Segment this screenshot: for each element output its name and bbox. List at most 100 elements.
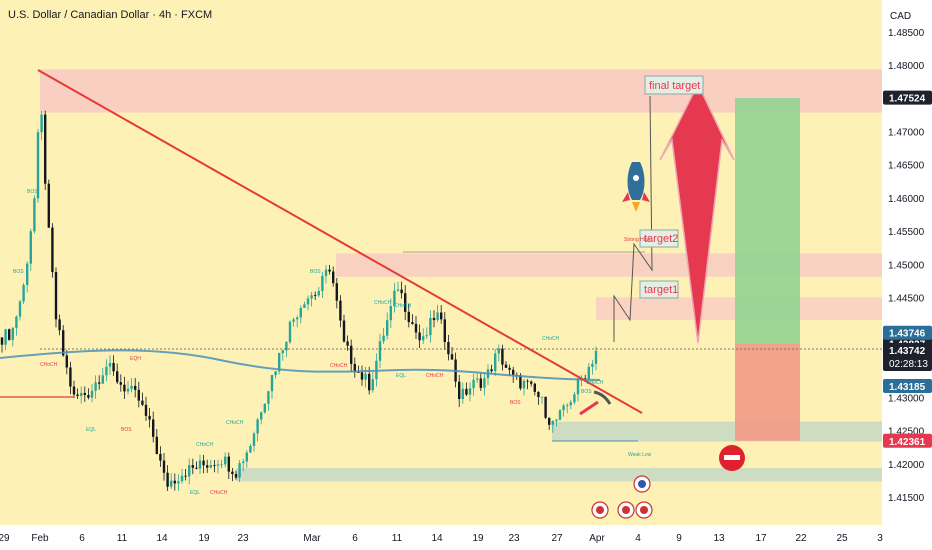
structure-label: BOS xyxy=(13,269,24,275)
candle-body xyxy=(126,388,130,392)
price-label-text: 1.43742 xyxy=(889,346,926,357)
structure-label: BOS xyxy=(510,400,521,406)
structure-label: EQL xyxy=(190,490,200,496)
time-tick-label: 23 xyxy=(508,533,520,544)
time-tick-label: 17 xyxy=(755,533,767,544)
candle-body xyxy=(350,345,353,364)
structure-label: CHoCH xyxy=(374,300,392,306)
candle-body xyxy=(285,342,288,351)
candle-body xyxy=(195,467,198,469)
candle-body xyxy=(591,363,594,367)
candle-body xyxy=(288,321,292,343)
candle-body xyxy=(198,460,202,469)
candle-body xyxy=(184,475,187,477)
candle-body xyxy=(353,363,356,373)
candle-body xyxy=(317,291,320,296)
candle-body xyxy=(504,364,508,368)
time-tick-label: 11 xyxy=(392,533,403,544)
candle-body xyxy=(422,336,425,341)
candle-body xyxy=(234,474,238,478)
candle-body xyxy=(166,472,169,487)
time-tick-label: 6 xyxy=(79,533,85,544)
candle-body xyxy=(299,307,302,318)
candle-body xyxy=(87,395,90,398)
candle-body xyxy=(558,410,562,420)
candle-body xyxy=(72,386,76,395)
countdown-text: 02:28:13 xyxy=(889,359,928,370)
candle-body xyxy=(440,312,443,320)
target1-label: target1 xyxy=(644,284,678,296)
candle-body xyxy=(94,382,97,391)
weak-low-label: Weak Low xyxy=(628,452,652,458)
candle-body xyxy=(296,317,299,320)
time-tick-label: 25 xyxy=(836,533,848,544)
time-tick-label: 19 xyxy=(198,533,210,544)
candle-body xyxy=(231,471,234,475)
candle-body xyxy=(476,378,479,380)
structure-label: CHoCH xyxy=(210,490,228,496)
candle-body xyxy=(242,461,245,464)
candle-body xyxy=(40,114,43,133)
candle-body xyxy=(180,475,184,482)
candle-body xyxy=(407,311,410,323)
candle-body xyxy=(155,436,158,454)
candle-body xyxy=(62,330,65,356)
candle-body xyxy=(404,293,407,312)
news-event-icon xyxy=(591,501,609,519)
structure-label: CHoCH xyxy=(542,336,560,342)
target1: target1 xyxy=(639,280,679,299)
candle-body xyxy=(108,362,112,367)
candle-body xyxy=(15,316,18,328)
time-tick-label: 19 xyxy=(472,533,484,544)
candle-body xyxy=(101,375,104,384)
candle-body xyxy=(483,378,486,388)
pickaxe-icon xyxy=(579,390,612,416)
price-label-text: 1.43185 xyxy=(889,382,926,393)
time-tick-label: Apr xyxy=(589,533,605,544)
candle-body xyxy=(58,319,61,331)
candle-body xyxy=(252,433,256,447)
candle-body xyxy=(310,295,313,299)
price-label-text: 1.42361 xyxy=(889,437,926,448)
candle-body xyxy=(368,373,371,391)
candle-body xyxy=(436,312,439,321)
candle-body xyxy=(51,227,54,273)
time-tick-label: 14 xyxy=(431,533,443,544)
candle-body xyxy=(494,353,497,372)
price-tick-label: 1.48000 xyxy=(888,61,925,72)
candle-body xyxy=(249,446,252,453)
candle-body xyxy=(263,403,266,413)
zone-support-low xyxy=(236,468,882,482)
price-label-text: 1.43746 xyxy=(889,329,926,340)
candle-body xyxy=(450,354,454,360)
candle-body xyxy=(216,464,220,466)
candle-body xyxy=(540,396,544,398)
candle-body xyxy=(148,415,151,420)
time-tick-label: Mar xyxy=(303,533,321,544)
candle-body xyxy=(360,372,364,380)
candle-body xyxy=(321,275,324,292)
price-tick-label: 1.46000 xyxy=(888,194,925,205)
candle-body xyxy=(396,289,400,291)
time-tick-label: 3 xyxy=(877,533,883,544)
time-tick-label: 22 xyxy=(795,533,807,544)
candle-body xyxy=(256,419,259,434)
candle-body xyxy=(533,383,536,392)
candle-body xyxy=(576,379,580,395)
candle-body xyxy=(587,366,590,380)
candle-body xyxy=(447,342,450,355)
structure-label: CHoCH xyxy=(330,363,348,369)
candle-body xyxy=(314,295,317,297)
candle-body xyxy=(364,373,367,380)
price-tick-label: 1.41500 xyxy=(888,493,925,504)
candle-body xyxy=(443,319,446,343)
candle-body xyxy=(566,405,569,406)
price-tick-label: 1.46500 xyxy=(888,161,925,172)
candle-body xyxy=(328,269,331,272)
candle-body xyxy=(112,362,115,372)
candle-body xyxy=(562,405,565,411)
structure-label: CHoCH xyxy=(586,380,604,386)
candle-body xyxy=(332,271,335,284)
